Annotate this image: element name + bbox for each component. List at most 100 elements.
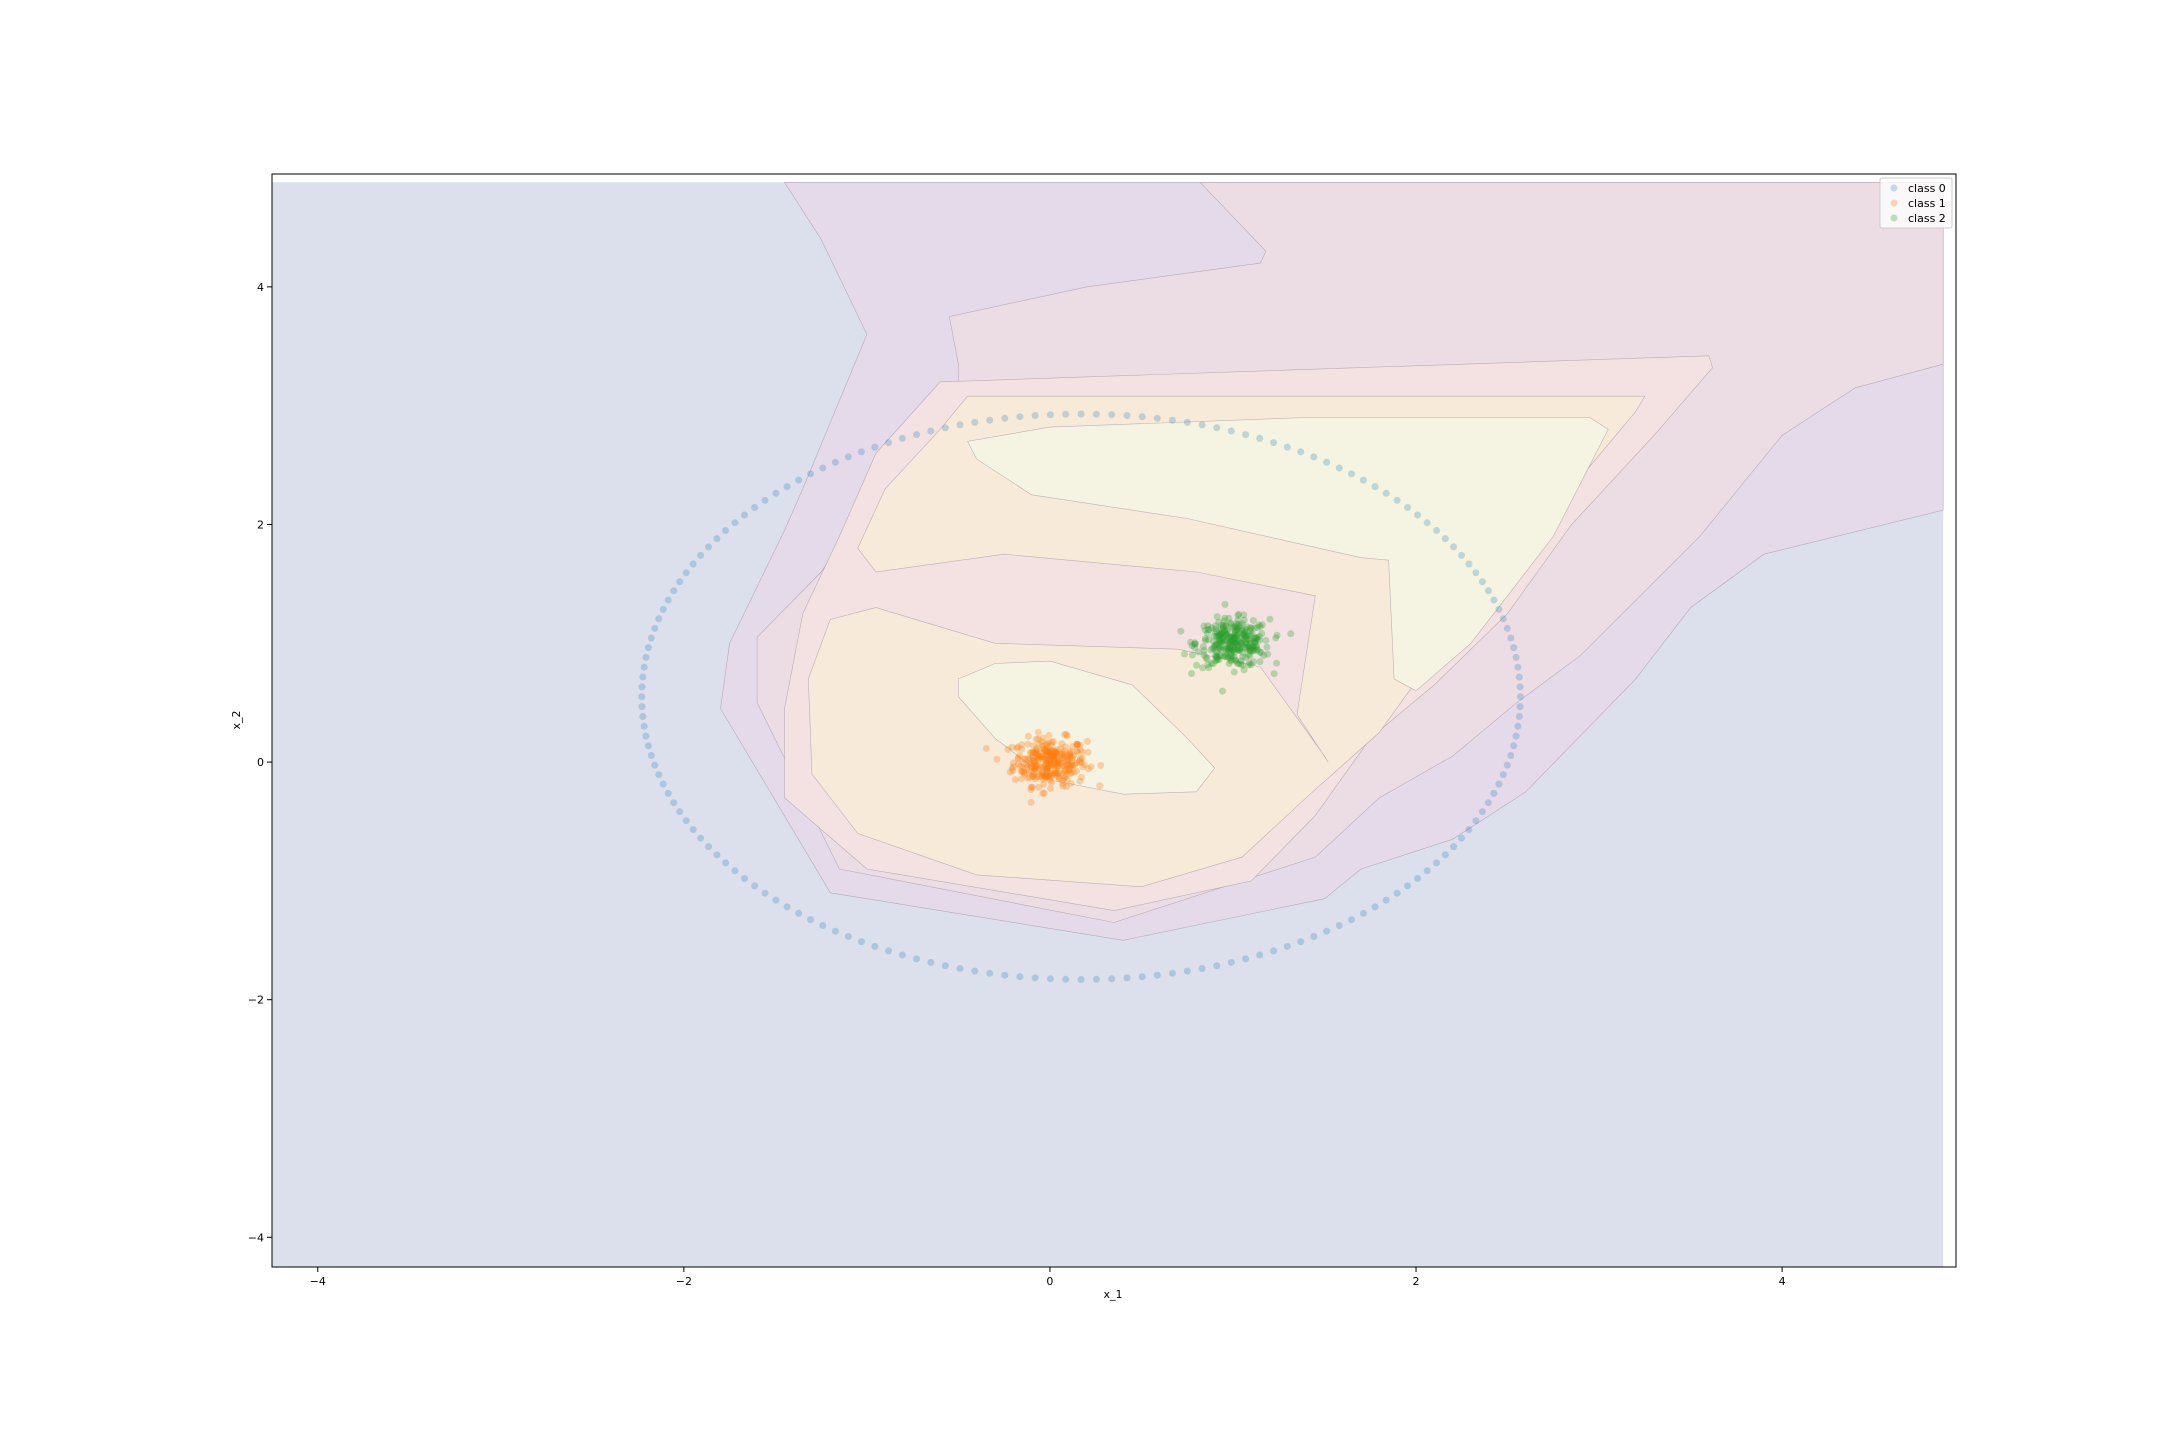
point-class-1 [1044,773,1052,781]
point-class-1 [1046,758,1054,766]
point-class-1 [1043,748,1051,756]
point-class-1 [1044,764,1052,772]
point-class-1 [1028,783,1036,791]
point-class-0 [689,826,697,833]
point-class-1 [1053,770,1061,777]
point-class-2 [1213,633,1221,641]
point-class-2 [1224,645,1232,653]
point-class-1 [1044,747,1052,755]
point-class-0 [1516,703,1524,711]
point-class-1 [1040,772,1047,779]
point-class-2 [1215,643,1223,651]
point-class-0 [705,843,712,851]
point-class-1 [1066,750,1074,758]
point-class-1 [1074,740,1081,748]
point-class-0 [689,560,697,568]
point-class-1 [1059,776,1067,784]
point-class-0 [831,458,839,466]
point-class-2 [1226,643,1234,651]
point-class-1 [1060,762,1068,770]
point-class-0 [971,418,979,426]
point-class-1 [1054,755,1061,763]
point-class-2 [1237,639,1245,647]
point-class-2 [1223,652,1231,660]
point-class-1 [1032,761,1040,769]
legend: class 0 class 1 class 2 [1879,177,1953,229]
point-class-0 [1503,761,1511,769]
point-class-0 [1138,973,1146,981]
point-class-2 [1242,654,1250,662]
point-class-2 [1200,622,1208,630]
point-class-1 [1073,747,1081,755]
point-class-0 [1183,418,1191,426]
point-class-2 [1229,625,1237,633]
point-class-2 [1202,654,1210,661]
point-class-1 [1034,735,1042,743]
point-class-1 [1063,761,1071,769]
point-class-2 [1218,638,1225,646]
point-class-1 [1066,761,1074,769]
point-class-0 [1495,605,1503,613]
point-class-2 [1221,630,1229,638]
point-class-0 [1283,942,1291,950]
point-class-0 [844,933,852,940]
point-class-1 [1028,753,1036,761]
point-class-2 [1231,656,1239,664]
point-class-1 [1050,757,1058,765]
point-class-2 [1248,644,1256,651]
point-class-1 [1032,761,1040,769]
point-class-2 [1200,647,1208,654]
point-class-0 [676,578,684,586]
point-class-0 [1490,789,1498,797]
point-class-1 [1033,744,1041,752]
point-class-0 [971,967,979,975]
point-class-2 [1216,642,1224,650]
point-class-0 [697,834,705,842]
point-class-0 [1153,971,1161,979]
point-class-1 [1065,766,1073,774]
point-class-0 [1503,624,1511,632]
point-class-2 [1234,616,1242,624]
point-class-1 [1017,767,1025,775]
point-class-2 [1255,632,1263,640]
legend-label-class-2: class 2 [1908,212,1946,225]
point-class-2 [1235,610,1243,618]
point-class-2 [1253,642,1260,650]
point-class-2 [1217,625,1225,633]
point-class-0 [741,875,748,882]
point-class-1 [1064,756,1072,764]
point-class-1 [1096,782,1104,790]
point-class-1 [1038,762,1046,770]
point-class-1 [1073,741,1081,749]
point-class-2 [1231,638,1239,646]
x-axis-ticks: −4 −2 0 2 4 [310,1267,1786,1288]
point-class-2 [1240,616,1248,624]
point-class-1 [1026,755,1034,763]
point-class-2 [1256,648,1264,656]
point-class-2 [1239,653,1247,661]
point-class-1 [993,755,1001,763]
point-class-2 [1215,631,1223,639]
point-class-1 [1040,746,1048,753]
point-class-2 [1204,661,1212,669]
point-class-2 [1233,631,1241,639]
point-class-2 [1245,661,1253,669]
point-class-1 [1047,752,1055,760]
point-class-2 [1234,625,1242,633]
point-class-1 [1046,771,1053,779]
point-class-1 [1020,759,1028,767]
point-class-2 [1222,650,1229,658]
point-class-2 [1211,643,1218,651]
point-class-0 [655,615,663,623]
point-class-2 [1219,623,1227,631]
point-class-1 [1038,769,1046,777]
point-class-2 [1229,647,1237,655]
point-class-0 [1297,448,1305,456]
point-class-2 [1217,646,1225,654]
point-class-0 [751,504,759,511]
point-class-2 [1213,627,1221,635]
point-class-1 [1029,754,1037,762]
point-class-2 [1213,639,1221,647]
point-class-0 [1472,817,1480,825]
point-class-1 [1049,753,1057,761]
